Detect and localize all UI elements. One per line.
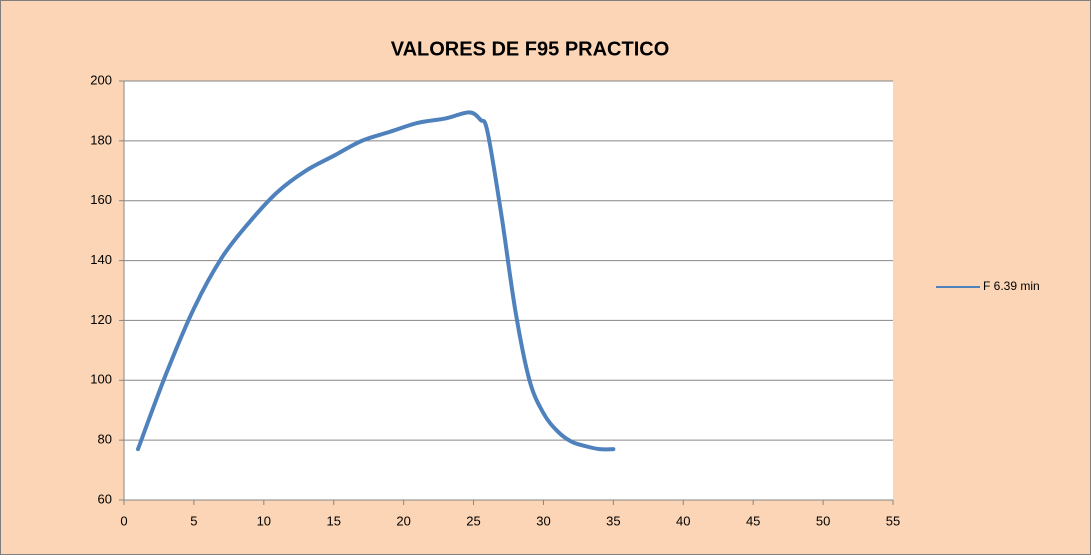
y-tick-label: 200: [90, 72, 112, 87]
data-line: [135, 110, 616, 452]
x-tick-label: 40: [676, 513, 690, 528]
y-tick-label: 80: [98, 432, 112, 447]
legend-label: F 6.39 min: [983, 279, 1040, 293]
x-tick-label: 35: [606, 513, 620, 528]
x-tick-label: 20: [396, 513, 410, 528]
y-tick-label: 160: [90, 192, 112, 207]
x-tick-label: 5: [190, 513, 197, 528]
x-tick-label: 50: [816, 513, 830, 528]
y-tick-label: 180: [90, 132, 112, 147]
plot-area: [124, 81, 893, 500]
y-tick-label: 120: [90, 312, 112, 327]
x-tick-label: 45: [746, 513, 760, 528]
x-tick-label: 25: [466, 513, 480, 528]
x-tick-label: 15: [326, 513, 340, 528]
x-tick-label: 30: [536, 513, 550, 528]
y-tick-label: 100: [90, 372, 112, 387]
x-tick-label: 10: [257, 513, 271, 528]
y-tick-label: 140: [90, 252, 112, 267]
y-tick-label: 60: [98, 491, 112, 506]
chart-title: VALORES DE F95 PRACTICO: [391, 38, 670, 60]
x-tick-label: 0: [120, 513, 127, 528]
x-tick-label: 55: [886, 513, 900, 528]
